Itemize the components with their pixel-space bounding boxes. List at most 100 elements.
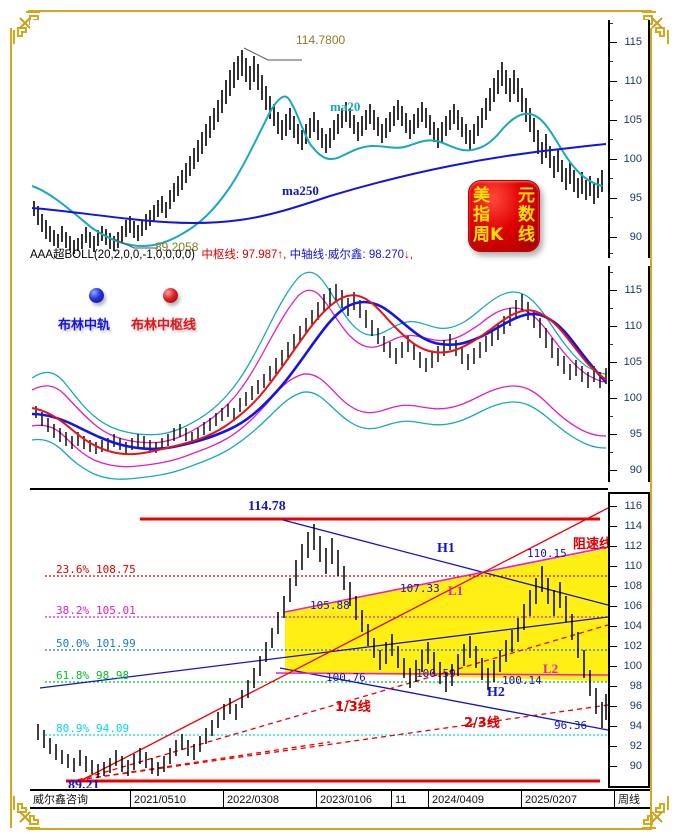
badge-char: 线 [518,224,535,245]
y-tick-label: 105 [623,356,642,368]
fib-value: 98.98 [96,669,130,682]
fibonacci-panel[interactable]: 114.78 89.21 23.6% 108.75 38.2% 105.01 50.… [30,492,608,788]
y-tick-label: 95 [629,428,642,440]
y-tick-label: 114 [624,520,642,532]
badge-char: 数 [518,205,535,226]
separator-comma: , [409,249,413,261]
y-tick-label: 110 [624,560,642,572]
badge-row-2: 指 数 [473,206,535,225]
y-tick-label: 115 [624,284,642,296]
y-tick-label: 96 [629,700,642,712]
x-axis-cell-date: 2022/0308 [223,791,316,809]
top-high-label: 114.7800 [296,33,346,47]
y-tick-label: 100 [623,153,642,165]
ma250-label: ma250 [282,183,319,198]
x-axis-bar[interactable]: 威尔鑫咨询 2021/0510 2022/0308 2023/0106 11 2… [30,789,650,809]
y-tick-label: 115 [624,36,642,48]
y-tick-label: 106 [623,600,642,612]
badge-row-1: 美 元 [473,187,535,206]
pivot-label-107-33: 107.33 [400,582,440,595]
boll-pivot-marker-icon [163,288,178,303]
y-tick-label: 100 [623,660,642,672]
pivot-label-105-88: 105.88 [310,599,350,612]
fib-level-500: 50.0% 101.99 [56,638,136,649]
fibonacci-plot [37,507,608,783]
y-tick-label: 90 [629,464,642,476]
fib-value: 101.99 [96,637,136,650]
legend-label-boll-pivot: 布林中枢线 [131,318,197,333]
pivot-line-name: 中枢线: [201,249,240,261]
ma20-label: ma20 [330,99,361,114]
boll-plot [31,271,607,480]
boll-panel[interactable]: 布林中轨 布林中枢线 [30,266,608,482]
y-tick-label: 112 [624,540,642,552]
trendline-label-resistance-speed: 阻速线 [573,537,608,552]
pivot-line-value: 97.987 [242,249,278,261]
frame-border-right [650,28,652,828]
pivot-label-96-36: 96.36 [554,719,588,732]
legend-label-boll-mid: 布林中轨 [58,318,111,333]
y-tick-label: 100 [623,392,642,404]
x-axis-cell-date: 2024/0409 [428,791,521,809]
y-tick-label: 90 [629,231,642,243]
x-axis-cell-period: 周线 [614,791,650,809]
corner-ornament-icon [8,792,50,834]
y-tick-label: 94 [629,720,642,732]
axis-down-arrow-icon: ↓ [404,249,410,261]
boll-panel-y-axis: 115 110 105 100 95 90 [608,266,650,482]
fib-level-382: 38.2% 105.01 [56,605,136,616]
fib-level-236: 23.6% 108.75 [56,564,136,575]
corner-ornament-icon [632,792,674,834]
price-ma-plot [31,47,607,254]
corner-ornament-icon [8,6,50,48]
fibonacci-panel-y-axis: 116 114 112 110 108 106 104 102 100 98 9… [608,492,650,788]
panel-divider [30,488,608,490]
fib-percent: 80.9% [56,722,90,735]
fib-value: 108.75 [96,563,136,576]
pivot-label-100-76: 100.76 [326,671,366,684]
indicator-readout: AAA超BOLL(20,2,0,0,-1,0,0,0,0) 中枢线: 97.98… [30,246,413,262]
pivot-up-arrow-icon: ↑ [277,249,284,261]
frame-border-top [28,10,652,12]
separator-comma: , [283,249,287,261]
badge-char: 元 [518,186,535,207]
x-axis-cell-date: 2023/0106 [316,791,391,809]
usd-index-badge: 美 元 指 数 周K 线 [468,180,540,252]
fib-level-809: 80.9% 94.09 [56,723,129,734]
y-tick-label: 105 [623,114,642,126]
fib-level-618: 61.8% 98.98 [56,670,129,681]
y-tick-label: 116 [624,500,642,512]
trendline-label-l1: L1 [448,583,464,598]
y-tick-label: 104 [623,620,642,632]
indicator-name: AAA超BOLL(20,2,0,0,-1,0,0,0,0) [30,249,195,261]
y-tick-label: 110 [624,320,642,332]
fib-value: 105.01 [96,604,136,617]
fib-value: 94.09 [96,722,130,735]
fib-percent: 38.2% [56,604,90,617]
y-tick-label: 108 [623,580,642,592]
x-axis-cell-source: 威尔鑫咨询 [33,794,88,806]
y-tick-label: 110 [624,75,642,87]
axis-line-name: 中轴线·威尔鑫: [289,249,366,261]
frame-border-bottom [28,828,652,830]
pivot-label-100-59: 100.59 [416,667,456,680]
bottom-low-label: 89.21 [68,778,100,789]
trendline-label-one-third: 1/3线 [335,700,371,715]
badge-char: 周K [473,224,504,245]
price-panel-y-axis: 115 110 105 100 95 90 [608,20,650,258]
trendline-label-h2: H2 [487,685,505,700]
top-low-label: 89.2058 [155,240,199,254]
trendline-label-two-thirds: 2/3线 [464,716,500,731]
trendline-label-h1: H1 [437,541,455,556]
boll-mid-marker-icon [89,288,104,303]
x-axis-cell-date: 2025/0207 [521,791,614,809]
x-axis-cell-date: 2021/0510 [130,791,223,809]
fib-percent: 50.0% [56,637,90,650]
fib-percent: 61.8% [56,669,90,682]
y-tick-label: 92 [629,740,642,752]
x-axis-cell-date: 11 [391,791,428,809]
fib-percent: 23.6% [56,563,90,576]
y-tick-label: 98 [629,680,642,692]
badge-char: 美 [473,186,490,207]
